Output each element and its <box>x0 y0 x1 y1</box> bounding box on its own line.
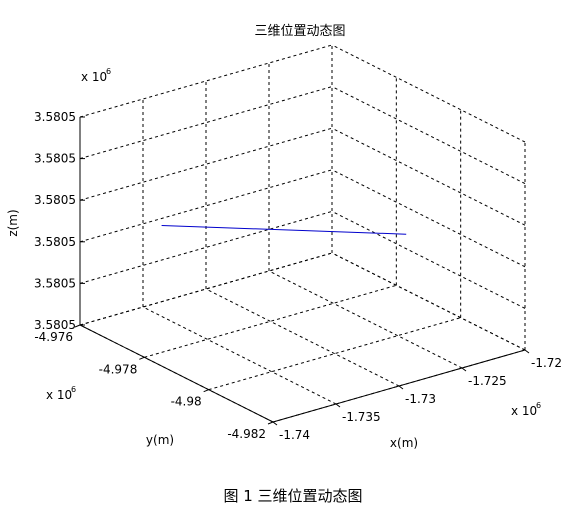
sidewall-gridline-horizontal <box>331 210 526 309</box>
y-exponent-label: x 10 6 <box>46 385 76 402</box>
y-exponent-power: 6 <box>71 385 76 394</box>
x-tick-mark <box>461 367 467 372</box>
z-axis-label: z(m) <box>6 209 20 236</box>
x-tick-mark <box>398 385 404 390</box>
trajectory-line <box>161 225 407 235</box>
x-tick-label: -1.735 <box>342 410 381 424</box>
floor-gridline-x <box>268 270 463 369</box>
backwall-gridline-horizontal <box>79 44 333 118</box>
y-tick-label: -4.982 <box>227 427 266 441</box>
x-axis-label: x(m) <box>390 436 418 450</box>
series-layer <box>161 225 407 235</box>
z-exponent-label: x 10 6 <box>81 67 111 84</box>
backwall-gridline-horizontal <box>79 169 333 243</box>
z-tick-label: 3.5805 <box>34 318 76 332</box>
x-exponent-base: x 10 <box>511 404 537 418</box>
x-tick-label: -1.725 <box>468 374 507 388</box>
z-tick-label: 3.5805 <box>34 276 76 290</box>
backwall-gridline-horizontal <box>79 252 333 326</box>
x-tick-label: -1.73 <box>405 392 436 406</box>
backwall-gridline-horizontal <box>79 210 333 284</box>
y-exponent-base: x 10 <box>46 388 72 402</box>
x-tick-mark <box>272 421 278 426</box>
grid-layer <box>79 44 526 423</box>
y-tick-mark <box>203 389 209 393</box>
z-exponent-power: 6 <box>106 67 111 76</box>
sidewall-gridline-horizontal <box>331 252 526 351</box>
x-tick-label: -1.74 <box>279 428 310 442</box>
y-axis-line <box>79 324 274 423</box>
z-tick-label: 3.5805 <box>34 193 76 207</box>
y-tick-mark <box>139 356 145 360</box>
floor-gridline-x <box>205 288 400 387</box>
sidewall-gridline-horizontal <box>331 127 526 226</box>
floor-gridline-x <box>142 306 337 405</box>
x-exponent-label: x 10 6 <box>511 401 541 418</box>
y-tick-label: -4.98 <box>171 395 202 409</box>
y-tick-mark <box>267 421 274 425</box>
sidewall-gridline-horizontal <box>331 44 526 143</box>
tick-layer: -1.74 -1.735 -1.73 -1.725 -1.72 -4.982 -4.98 -4… <box>34 110 562 442</box>
sidewall-gridline-horizontal <box>331 86 526 185</box>
y-axis-label: y(m) <box>146 433 174 447</box>
z-tick-label: 3.5805 <box>34 152 76 166</box>
x-exponent-power: 6 <box>536 401 541 410</box>
x-tick-label: -1.72 <box>531 356 562 370</box>
y-tick-label: -4.978 <box>99 362 138 376</box>
axis-layer <box>79 117 526 423</box>
z-tick-label: 3.5805 <box>34 235 76 249</box>
y-tick-mark <box>74 324 81 328</box>
floor-gridline-y <box>144 284 397 358</box>
x-tick-mark <box>524 349 530 354</box>
z-exponent-base: x 10 <box>81 70 107 84</box>
floor-gridline-y <box>208 317 461 391</box>
y-tick-label: -4.976 <box>34 330 73 344</box>
x-tick-mark <box>335 403 341 408</box>
figure-caption: 图 1 三维位置动态图 <box>223 487 362 505</box>
z-tick-label: 3.5805 <box>34 110 76 124</box>
backwall-gridline-horizontal <box>79 127 333 201</box>
backwall-gridline-horizontal <box>79 86 333 160</box>
chart-title: 三维位置动态图 <box>254 24 345 39</box>
sidewall-gridline-horizontal <box>331 169 526 268</box>
